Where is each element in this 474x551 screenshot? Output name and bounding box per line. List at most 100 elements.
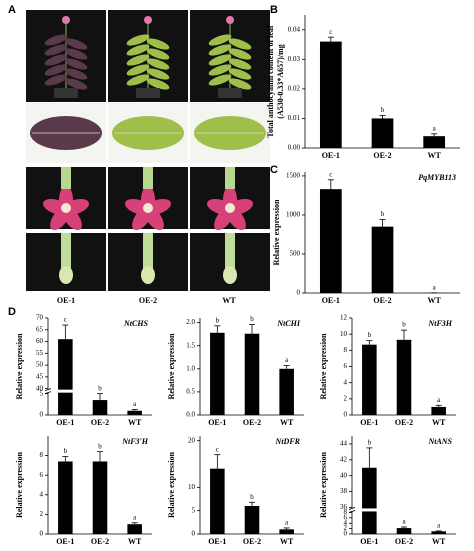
significance-letter: b	[64, 447, 68, 455]
bar	[279, 368, 294, 415]
y-tick-label: 50	[36, 361, 44, 369]
x-tick-label: OE-2	[243, 418, 261, 427]
y-tick-label: 1.5	[186, 341, 195, 349]
y-tick-label: 36	[340, 503, 348, 511]
significance-letter: c	[329, 170, 332, 178]
bar	[371, 118, 394, 148]
y-tick-label: 0.04	[288, 25, 301, 33]
x-tick-label: OE-2	[395, 537, 413, 546]
y-tick-label: 0	[40, 411, 44, 419]
plant-leaf	[208, 34, 232, 46]
y-axis-label: Relative expression	[15, 333, 24, 399]
chart-title: PqMYB113	[418, 173, 456, 182]
chart-title: NtF3H	[427, 319, 452, 328]
plant-flower	[144, 16, 152, 24]
y-axis-label: (A530-0.33*A657)/mg	[276, 44, 285, 118]
y-tick-label: 4	[40, 490, 44, 498]
bar	[244, 333, 260, 415]
y-tick-label: 5	[192, 506, 196, 514]
bud-stem	[61, 233, 71, 273]
y-tick-label: 0	[192, 530, 196, 538]
x-tick-label: OE-1	[322, 151, 340, 160]
plant-pot	[136, 88, 160, 98]
significance-letter: b	[250, 315, 254, 323]
plant-leaf	[44, 64, 68, 76]
y-tick-label: 8	[344, 346, 348, 354]
flower-tube	[143, 167, 153, 189]
y-tick-label: 0.02	[288, 84, 301, 92]
significance-letter: b	[381, 210, 385, 218]
plant-flower	[226, 16, 234, 24]
y-tick-label: 0.00	[288, 144, 301, 152]
plant-leaf	[146, 68, 170, 80]
panel-label: C	[270, 164, 278, 176]
bar	[431, 406, 446, 415]
y-tick-label: 40	[36, 384, 44, 392]
x-tick-label: WT	[280, 418, 294, 427]
flower-tube	[61, 167, 71, 189]
y-tick-label: 0	[40, 530, 44, 538]
break-mark	[348, 510, 356, 513]
y-tick-label: 4	[344, 519, 348, 527]
x-tick-label: OE-1	[208, 537, 226, 546]
significance-letter: b	[98, 384, 102, 392]
x-tick-label: OE-1	[360, 537, 378, 546]
significance-letter: a	[437, 396, 441, 404]
bar	[58, 339, 73, 415]
y-tick-label: 6	[40, 471, 44, 479]
y-axis-label: Relative expression	[167, 333, 176, 399]
plant-leaf	[44, 74, 68, 86]
bar	[371, 226, 394, 293]
column-label: WT	[222, 296, 236, 305]
bar	[244, 506, 260, 534]
bar	[431, 531, 446, 534]
x-tick-label: OE-2	[91, 537, 109, 546]
y-tick-label: 42	[340, 455, 348, 463]
plant-leaf	[44, 34, 68, 46]
x-tick-label: OE-2	[373, 296, 391, 305]
y-axis-label: Relative expression	[167, 452, 176, 518]
y-tick-label: 0	[344, 411, 348, 419]
y-tick-label: 8	[344, 508, 348, 516]
y-tick-label: 8	[40, 451, 44, 459]
bar	[127, 410, 142, 415]
y-tick-label: 6	[344, 362, 348, 370]
plant-leaf	[208, 74, 232, 86]
x-tick-label: OE-2	[91, 418, 109, 427]
significance-letter: c	[64, 316, 67, 324]
bar	[92, 400, 108, 415]
plant-flower	[62, 16, 70, 24]
flower-tube	[225, 167, 235, 189]
y-tick-label: 0	[297, 289, 301, 297]
y-tick-label: 44	[340, 440, 348, 448]
significance-letter: a	[285, 519, 289, 527]
y-tick-label: 1000	[286, 211, 301, 219]
panel-label: B	[270, 4, 278, 16]
y-tick-label: 0.0	[186, 411, 195, 419]
y-tick-label: 65	[36, 325, 44, 333]
chart-title: NtCHI	[276, 319, 301, 328]
plant-leaf	[44, 54, 68, 66]
column-label: OE-2	[139, 296, 157, 305]
significance-letter: b	[368, 439, 372, 447]
bar	[58, 461, 73, 534]
break-mark	[348, 507, 356, 510]
plant-leaf	[126, 64, 150, 76]
significance-letter: a	[285, 356, 289, 364]
x-tick-label: OE-1	[322, 296, 340, 305]
y-tick-label: 12	[340, 314, 348, 322]
significance-letter: a	[133, 400, 137, 408]
plant-leaf	[146, 58, 170, 70]
axis-break	[351, 508, 403, 512]
significance-letter: a	[133, 513, 137, 521]
significance-letter: c	[329, 28, 332, 36]
bar	[319, 41, 342, 148]
y-tick-label: 4	[344, 378, 348, 386]
axis-break	[47, 389, 99, 393]
x-tick-label: OE-1	[208, 418, 226, 427]
plant-leaf	[64, 38, 88, 50]
column-label: OE-1	[57, 296, 75, 305]
x-tick-label: WT	[280, 537, 294, 546]
significance-letter: b	[368, 331, 372, 339]
